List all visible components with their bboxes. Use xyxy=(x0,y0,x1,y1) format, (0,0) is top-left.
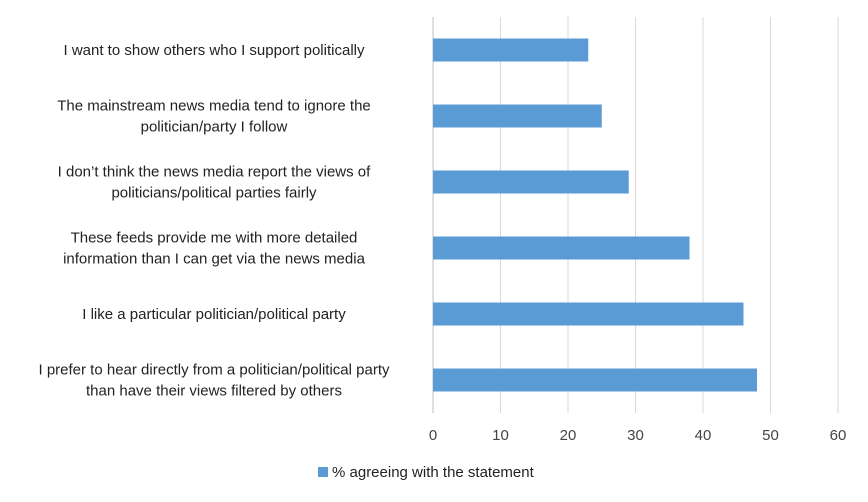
category-label: than have their views filtered by others xyxy=(86,383,342,400)
x-tick-label: 0 xyxy=(429,427,437,444)
legend: % agreeing with the statement xyxy=(318,464,535,481)
category-labels: I want to show others who I support poli… xyxy=(39,42,390,400)
category-label: politicians/political parties fairly xyxy=(111,185,317,202)
category-label: information than I can get via the news … xyxy=(63,251,365,268)
category-label: I prefer to hear directly from a politic… xyxy=(39,362,390,379)
x-tick-labels: 0 10 20 30 40 50 60 xyxy=(429,427,847,444)
bar xyxy=(433,302,744,326)
x-tick-label: 60 xyxy=(830,427,847,444)
x-tick-label: 20 xyxy=(560,427,577,444)
category-label: These feeds provide me with more detaile… xyxy=(71,230,358,247)
category-label: I like a particular politician/political… xyxy=(82,306,346,323)
category-label: I don’t think the news media report the … xyxy=(58,164,371,181)
bar xyxy=(433,236,690,260)
bars xyxy=(433,38,757,392)
x-tick-label: 40 xyxy=(695,427,712,444)
category-label: I want to show others who I support poli… xyxy=(64,42,365,59)
x-tick-label: 50 xyxy=(762,427,779,444)
category-label: The mainstream news media tend to ignore… xyxy=(57,98,371,115)
gridlines xyxy=(432,17,839,413)
legend-swatch xyxy=(318,467,328,477)
bar xyxy=(433,38,589,62)
x-tick-label: 30 xyxy=(627,427,644,444)
bar xyxy=(433,170,629,194)
x-tick-label: 10 xyxy=(492,427,509,444)
legend-label: % agreeing with the statement xyxy=(332,464,535,481)
bar xyxy=(433,104,602,128)
category-label: politician/party I follow xyxy=(141,119,288,136)
bar xyxy=(433,368,757,392)
